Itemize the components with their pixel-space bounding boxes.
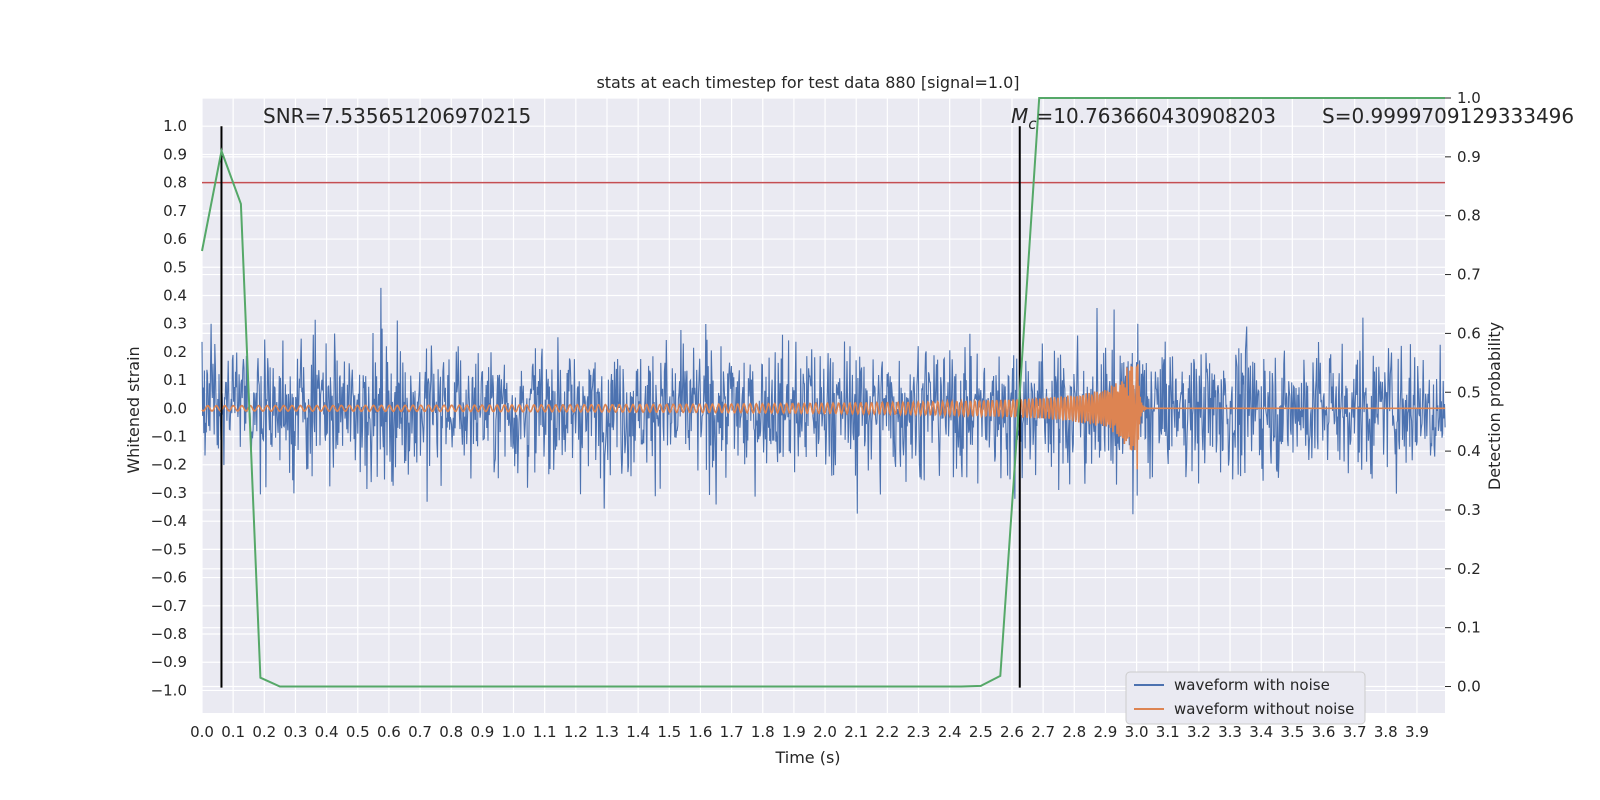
x-tick-label: 2.0 xyxy=(813,723,837,741)
line-waveform-without-noise xyxy=(201,364,1446,470)
y-tick-label-left: 1.0 xyxy=(163,117,187,135)
x-tick-label: 0.7 xyxy=(408,723,432,741)
y-tick-label-right: 0.1 xyxy=(1457,619,1481,637)
legend: waveform with noise waveform without noi… xyxy=(1125,671,1366,725)
legend-box xyxy=(1125,671,1366,725)
chirp-mass-symbol: M xyxy=(1011,104,1028,128)
series-waveform-with-noise xyxy=(201,287,1446,515)
x-tick-label: 3.5 xyxy=(1280,723,1304,741)
y-tick-label-left: −0.3 xyxy=(151,484,187,502)
y-tick-label-left: 0.6 xyxy=(163,230,187,248)
y-tick-label-right: 0.7 xyxy=(1457,266,1481,284)
y-tick-label-right: 0.3 xyxy=(1457,501,1481,519)
y-tick-label-left: −0.1 xyxy=(151,428,187,446)
x-tick-label: 0.8 xyxy=(439,723,463,741)
y-tick-label-right: 0.5 xyxy=(1457,383,1481,401)
x-tick-label: 2.3 xyxy=(907,723,931,741)
x-tick-label: 1.3 xyxy=(595,723,619,741)
y-tick-label-left: −0.7 xyxy=(151,597,187,615)
x-tick-label: 3.9 xyxy=(1405,723,1429,741)
legend-label-signal: waveform without noise xyxy=(1174,700,1354,718)
y-tick-label-right: 0.6 xyxy=(1457,324,1481,342)
x-tick-label: 1.2 xyxy=(564,723,588,741)
y-tick-label-left: −0.2 xyxy=(151,456,187,474)
x-tick-label: 2.1 xyxy=(844,723,868,741)
x-tick-label: 1.4 xyxy=(626,723,650,741)
y-tick-label-left: 0.8 xyxy=(163,174,187,192)
y-tick-label-left: 0.5 xyxy=(163,258,187,276)
x-tick-label: 0.3 xyxy=(284,723,308,741)
x-tick-label: 0.2 xyxy=(252,723,276,741)
x-tick-label: 3.1 xyxy=(1156,723,1180,741)
line-waveform-with-noise xyxy=(201,287,1446,515)
x-axis-ticks: 0.0 0.1 0.2 0.3 0.4 0.5 0.6 0.7 0.8 0.9 1.0 1.1 1.2 1… xyxy=(190,723,1429,741)
y-tick-label-left: −0.9 xyxy=(151,653,187,671)
line-detection-probability xyxy=(201,97,1445,688)
x-tick-label: 1.0 xyxy=(502,723,526,741)
y-axis-label-left: Whitened strain xyxy=(124,346,143,473)
y-axis-label-right: Detection probability xyxy=(1485,322,1504,490)
x-tick-label: 1.9 xyxy=(782,723,806,741)
y-tick-label-left: 0.9 xyxy=(163,145,187,163)
x-tick-label: 3.2 xyxy=(1187,723,1211,741)
x-tick-label: 2.6 xyxy=(1000,723,1024,741)
y-axis-left-ticks: 1.0 0.9 0.8 0.7 0.6 0.5 0.4 0.3 0.2 0.1 0.0 −0.1 −0.… xyxy=(151,117,187,699)
y-tick-label-left: 0.2 xyxy=(163,343,187,361)
y-tick-label-left: −0.5 xyxy=(151,540,187,558)
x-tick-label: 2.4 xyxy=(938,723,962,741)
legend-label-noise: waveform with noise xyxy=(1174,676,1330,694)
x-tick-label: 0.5 xyxy=(346,723,370,741)
x-tick-label: 3.7 xyxy=(1343,723,1367,741)
y-tick-label-left: 0.0 xyxy=(163,399,187,417)
x-axis-label: Time (s) xyxy=(774,748,840,767)
x-tick-label: 3.3 xyxy=(1218,723,1242,741)
series-detection-probability xyxy=(201,97,1445,688)
chirp-mass-annotation: Mc=10.763660430908203 xyxy=(1011,104,1276,133)
s-annotation: S=0.9999709129333496 xyxy=(1322,104,1574,128)
x-tick-label: 2.8 xyxy=(1062,723,1086,741)
y-tick-label-left: −0.4 xyxy=(151,512,187,530)
y-tick-label-left: −0.6 xyxy=(151,569,187,587)
x-tick-label: 1.8 xyxy=(751,723,775,741)
y-tick-label-right: 1.0 xyxy=(1457,89,1481,107)
x-tick-label: 2.2 xyxy=(875,723,899,741)
x-tick-label: 3.0 xyxy=(1125,723,1149,741)
y-tick-label-left: 0.3 xyxy=(163,315,187,333)
x-tick-label: 1.7 xyxy=(720,723,744,741)
y-tick-label-left: 0.7 xyxy=(163,202,187,220)
x-tick-label: 0.4 xyxy=(315,723,339,741)
y-tick-label-right: 0.0 xyxy=(1457,678,1481,696)
chart-title: stats at each timestep for test data 880… xyxy=(596,73,1019,92)
chirp-mass-value: =10.763660430908203 xyxy=(1037,104,1276,128)
x-tick-label: 2.7 xyxy=(1031,723,1055,741)
x-tick-label: 3.6 xyxy=(1312,723,1336,741)
chirp-mass-subscript: c xyxy=(1028,115,1037,133)
x-tick-label: 2.5 xyxy=(969,723,993,741)
y-axis-right-ticks: 1.0 0.9 0.8 0.7 0.6 0.5 0.4 0.3 0.2 0.1 0.0 xyxy=(1445,89,1481,696)
y-tick-label-right: 0.4 xyxy=(1457,442,1481,460)
y-tick-label-right: 0.2 xyxy=(1457,560,1481,578)
x-tick-label: 0.6 xyxy=(377,723,401,741)
snr-annotation: SNR=7.535651206970215 xyxy=(263,104,531,128)
x-tick-label: 1.5 xyxy=(657,723,681,741)
x-tick-label: 1.6 xyxy=(689,723,713,741)
x-tick-label: 0.9 xyxy=(470,723,494,741)
x-tick-label: 0.1 xyxy=(221,723,245,741)
y-tick-label-right: 0.9 xyxy=(1457,148,1481,166)
x-tick-label: 3.8 xyxy=(1374,723,1398,741)
y-tick-label-left: 0.4 xyxy=(163,286,187,304)
series-waveform-without-noise xyxy=(201,364,1446,470)
y-tick-label-right: 0.8 xyxy=(1457,207,1481,225)
y-tick-label-left: −0.8 xyxy=(151,625,187,643)
x-tick-label: 3.4 xyxy=(1249,723,1273,741)
x-tick-label: 1.1 xyxy=(533,723,557,741)
x-tick-label: 2.9 xyxy=(1094,723,1118,741)
y-tick-label-left: 0.1 xyxy=(163,371,187,389)
y-tick-label-left: −1.0 xyxy=(151,681,187,699)
x-tick-label: 0.0 xyxy=(190,723,214,741)
